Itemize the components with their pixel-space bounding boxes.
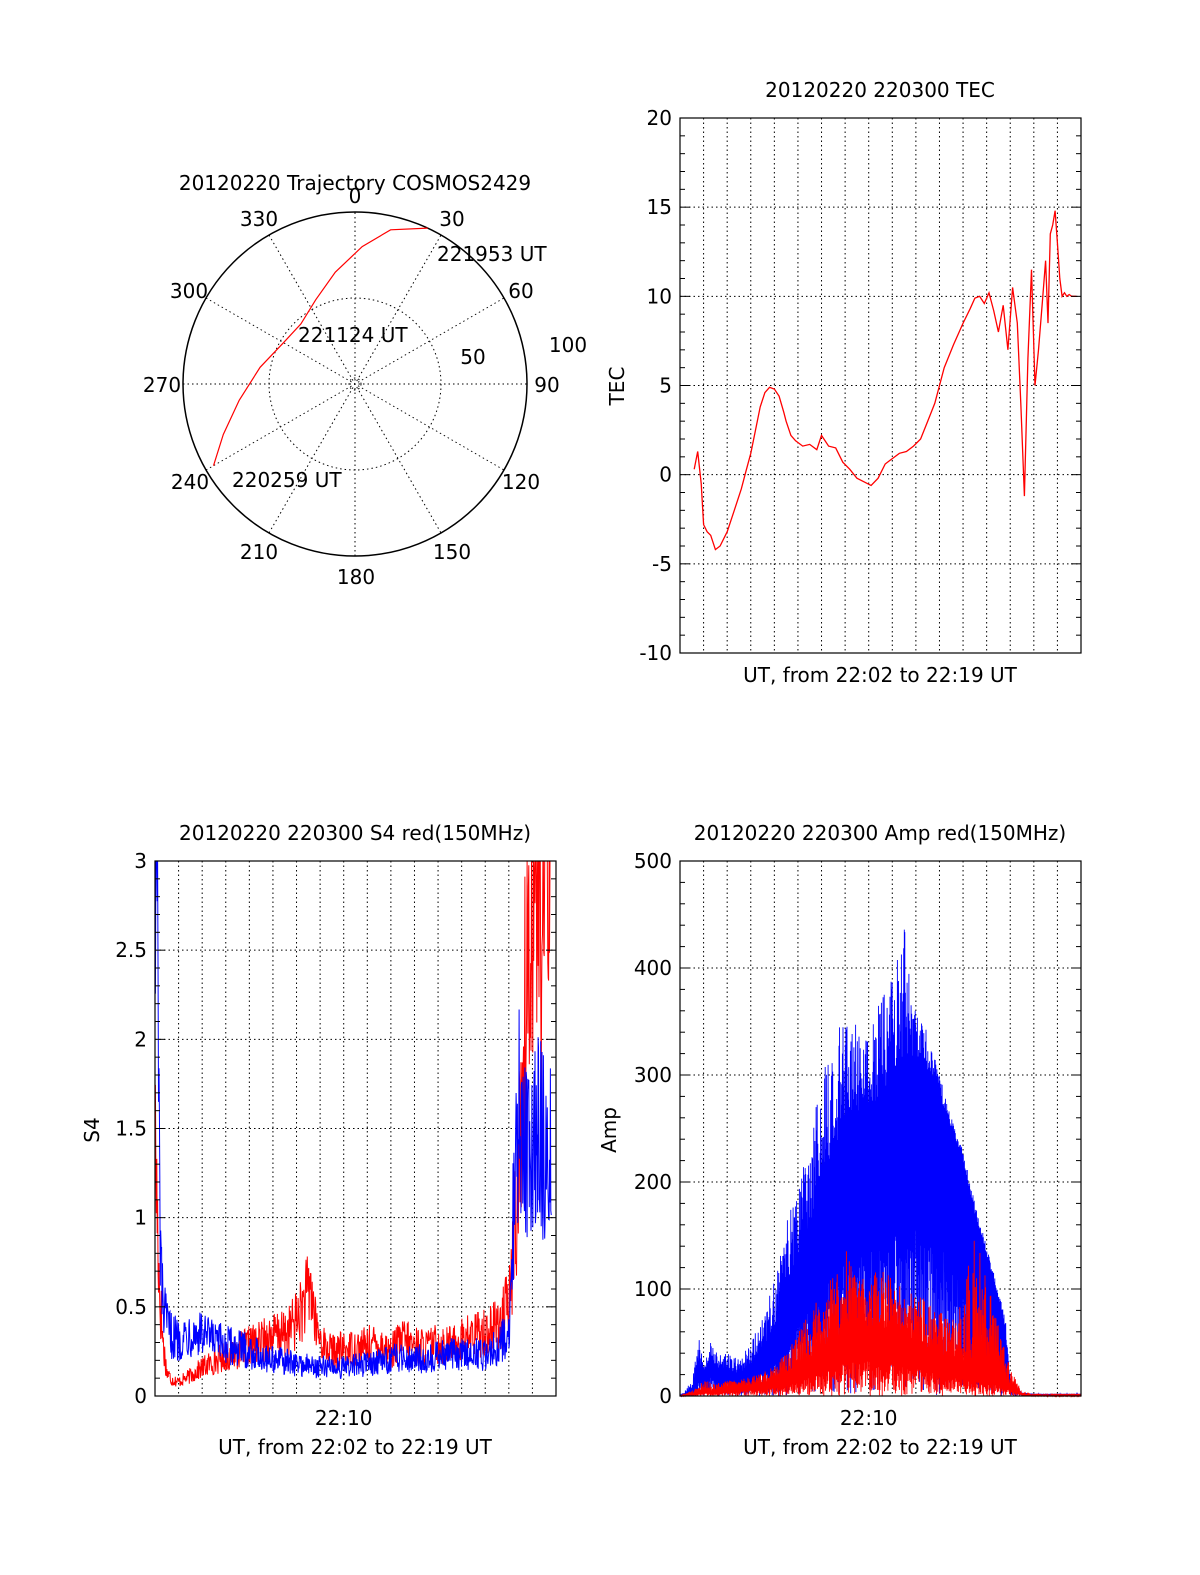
tec-y-tick-label: -5 [652, 552, 672, 576]
amp-x-axis-label: UT, from 22:02 to 22:19 UT [743, 1435, 1018, 1459]
polar-ring [268, 297, 442, 471]
amp-series [679, 929, 1082, 1398]
polar-title: 20120220 Trajectory COSMOS2429 [179, 171, 531, 195]
amp-y-tick-label: 400 [634, 956, 672, 980]
polar-outer-circle [182, 211, 528, 557]
s4-y-ticks: 0 0.5 1 1.5 2 2.5 3 [115, 849, 556, 1408]
polar-azimuth-labels: 0 30 60 90 120 150 180 210 240 270 300 3… [143, 184, 560, 589]
amp-chart: 20120220 220300 Amp red(150MHz) 0 100 200 3… [597, 821, 1082, 1459]
polar-spoke [268, 234, 442, 534]
polar-az-label: 60 [508, 279, 533, 303]
polar-az-label: 30 [439, 207, 464, 231]
tec-x-axis-label: UT, from 22:02 to 22:19 UT [743, 663, 1018, 687]
tec-y-tick-label: 10 [647, 284, 672, 308]
tec-y-tick-label: 15 [647, 195, 672, 219]
s4-plot-frame [154, 860, 557, 1397]
s4-y-tick-label: 1 [134, 1206, 147, 1230]
amp-y-axis-label: Amp [597, 1107, 621, 1153]
s4-y-tick-label: 0 [134, 1384, 147, 1408]
amp-plot-frame [679, 860, 1082, 1397]
polar-radius-label: 50 [460, 345, 485, 369]
polar-az-label: 270 [143, 373, 181, 397]
polar-radius-label: 100 [549, 333, 587, 357]
tec-plot-frame [679, 117, 1082, 654]
amp-y-ticks: 0 100 200 300 400 500 [634, 849, 1081, 1408]
s4-series-line [154, 860, 552, 1387]
s4-y-tick-label: 1.5 [115, 1117, 147, 1141]
polar-az-label: 120 [502, 470, 540, 494]
polar-trajectory-chart: 20120220 Trajectory COSMOS2429 0 30 60 9… [143, 171, 587, 589]
s4-y-axis-label: S4 [80, 1117, 104, 1142]
amp-y-tick-label: 0 [659, 1384, 672, 1408]
tec-series [693, 210, 1077, 551]
polar-az-label: 90 [534, 373, 559, 397]
amp-series-line [679, 1240, 1082, 1398]
polar-center-ring [348, 377, 362, 391]
s4-x-tick-label: 22:10 [315, 1406, 373, 1430]
s4-y-tick-label: 0.5 [115, 1295, 147, 1319]
polar-az-label: 300 [170, 279, 208, 303]
polar-annotation-end: 221953 UT [437, 242, 547, 266]
polar-trajectory-line [212, 227, 428, 466]
s4-x-axis-label: UT, from 22:02 to 22:19 UT [218, 1435, 493, 1459]
polar-annotation-start: 220259 UT [232, 468, 342, 492]
s4-series [154, 860, 552, 1387]
polar-az-label: 150 [433, 540, 471, 564]
s4-y-tick-label: 3 [134, 849, 147, 873]
polar-series [212, 227, 428, 466]
tec-series-line [693, 210, 1077, 551]
s4-grid [155, 861, 556, 1396]
polar-az-label: 240 [171, 470, 209, 494]
amp-x-tick-label: 22:10 [840, 1406, 898, 1430]
tec-chart: 20120220 220300 TEC -10 -5 0 5 10 15 20 TEC UT… [605, 78, 1082, 687]
amp-y-tick-label: 100 [634, 1277, 672, 1301]
s4-x-ticks: 22:10 [315, 1406, 373, 1430]
polar-az-label: 0 [349, 184, 362, 208]
amp-y-tick-label: 200 [634, 1170, 672, 1194]
polar-grid [183, 212, 527, 556]
tec-y-axis-label: TEC [605, 367, 629, 407]
tec-y-tick-label: -10 [639, 641, 672, 665]
s4-series-line [154, 860, 552, 1380]
tec-y-ticks: -10 -5 0 5 10 15 20 [639, 106, 1081, 665]
amp-x-ticks: 22:10 [840, 1406, 898, 1430]
tec-y-tick-label: 20 [647, 106, 672, 130]
polar-az-label: 210 [240, 540, 278, 564]
tec-title: 20120220 220300 TEC [765, 78, 995, 102]
amp-y-tick-label: 300 [634, 1063, 672, 1087]
s4-chart: 20120220 220300 S4 red(150MHz) 0 0.5 1 1.5 2… [80, 821, 557, 1459]
tec-grid [680, 118, 1081, 653]
amp-title: 20120220 220300 Amp red(150MHz) [694, 821, 1066, 845]
s4-title: 20120220 220300 S4 red(150MHz) [179, 821, 531, 845]
s4-y-tick-label: 2 [134, 1027, 147, 1051]
polar-az-label: 180 [337, 565, 375, 589]
tec-y-tick-label: 0 [659, 463, 672, 487]
amp-y-tick-label: 500 [634, 849, 672, 873]
s4-y-tick-label: 2.5 [115, 938, 147, 962]
polar-az-label: 330 [240, 207, 278, 231]
tec-y-tick-label: 5 [659, 374, 672, 398]
polar-annotation-mid: 221124 UT [298, 323, 408, 347]
